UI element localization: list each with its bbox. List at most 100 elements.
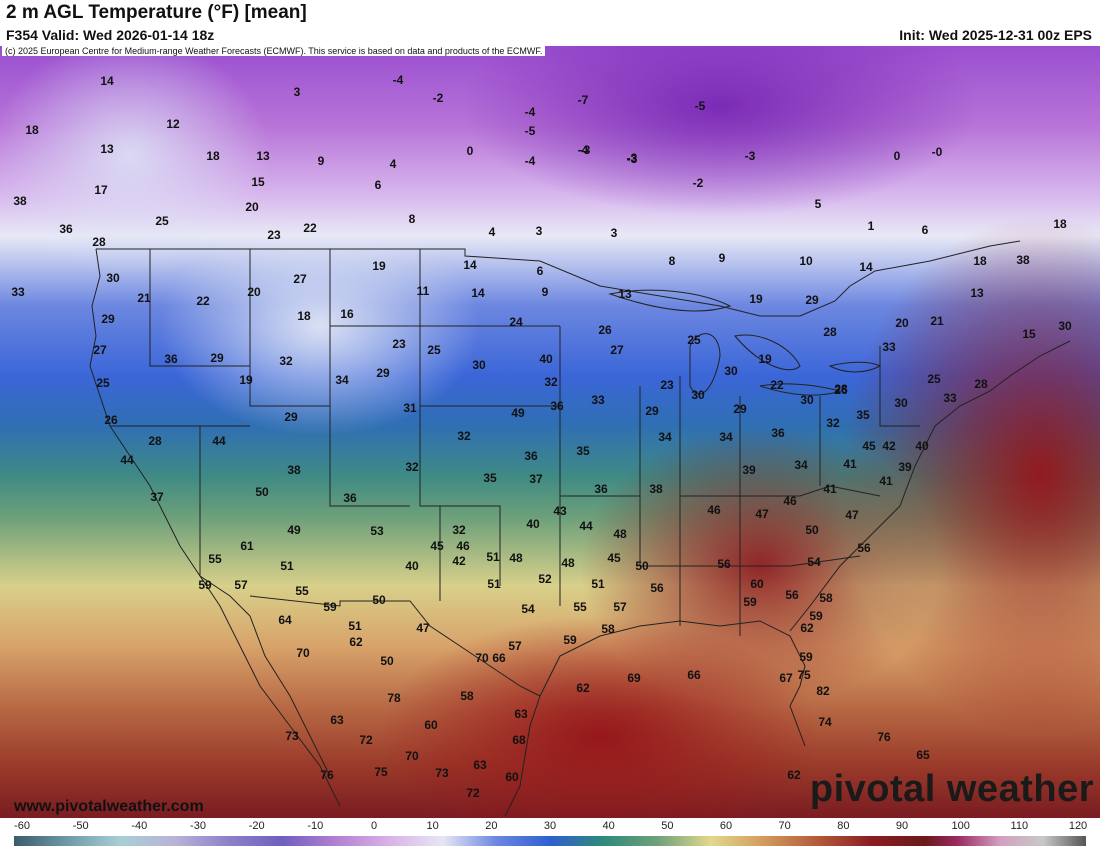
temperature-label: 59 <box>743 595 757 609</box>
temperature-label: 50 <box>372 593 386 607</box>
temperature-label: 41 <box>823 482 837 496</box>
site-url[interactable]: www.pivotalweather.com <box>14 798 204 815</box>
temperature-label: 78 <box>387 691 401 705</box>
temperature-label: 18 <box>25 123 39 137</box>
temperature-label: 0 <box>466 144 474 158</box>
scale-tick: 70 <box>778 820 791 832</box>
temperature-label: 32 <box>452 523 466 537</box>
temperature-label: 43 <box>553 504 567 518</box>
temperature-label: 18 <box>1053 217 1067 231</box>
temperature-label: 17 <box>94 183 108 197</box>
scale-tick: -60 <box>14 820 30 832</box>
temperature-label: 4 <box>389 157 397 171</box>
temperature-label: 55 <box>573 600 587 614</box>
temperature-label: 56 <box>857 541 871 555</box>
temperature-label: 42 <box>882 439 896 453</box>
temperature-label: 38 <box>287 463 301 477</box>
temperature-label: 33 <box>591 393 605 407</box>
scale-tick: 20 <box>485 820 498 832</box>
temperature-label: 52 <box>538 572 552 586</box>
temperature-label: 29 <box>645 404 659 418</box>
temperature-label: 13 <box>970 286 984 300</box>
temperature-label: 36 <box>59 222 73 236</box>
temperature-label: 20 <box>895 316 909 330</box>
temperature-label: 50 <box>805 523 819 537</box>
temperature-label: 25 <box>96 376 110 390</box>
scale-tick: -40 <box>131 820 148 832</box>
temperature-label: -3 <box>744 149 756 163</box>
temperature-label: 50 <box>635 559 649 573</box>
temperature-label: 40 <box>526 517 540 531</box>
temperature-label: 44 <box>212 434 226 448</box>
temperature-label: 4 <box>488 225 496 239</box>
temperature-label: 58 <box>819 591 833 605</box>
temperature-label: 1 <box>867 219 875 233</box>
temperature-label: 67 <box>779 671 793 685</box>
temperature-label: 51 <box>591 577 605 591</box>
temperature-label: 30 <box>472 358 486 372</box>
temperature-label: 51 <box>486 550 500 564</box>
temperature-label: -4 <box>392 73 404 87</box>
temperature-label: -2 <box>692 176 704 190</box>
temperature-label: 56 <box>785 588 799 602</box>
temperature-label: 25 <box>427 343 441 357</box>
temperature-label: 61 <box>240 539 254 553</box>
temperature-label: 22 <box>196 294 210 308</box>
temperature-label: 5 <box>814 197 822 211</box>
temperature-label: 28 <box>974 377 988 391</box>
color-scale: -60 -50 -40 -30 -20 -10 0 10 20 30 40 50 60 70 80 90 100… <box>0 818 1100 850</box>
temperature-label: 13 <box>100 142 114 156</box>
temperature-label: 64 <box>278 613 292 627</box>
temperature-label: 6 <box>536 264 544 278</box>
temperature-label: 21 <box>930 314 944 328</box>
temperature-label: 76 <box>320 768 334 782</box>
temperature-label: 36 <box>594 482 608 496</box>
temperature-label: 82 <box>816 684 830 698</box>
temperature-label: 55 <box>295 584 309 598</box>
temperature-label: 60 <box>750 577 764 591</box>
temperature-label: 6 <box>921 223 929 237</box>
temperature-label: 32 <box>826 416 840 430</box>
temperature-label: 69 <box>627 671 641 685</box>
temperature-label: 49 <box>511 406 525 420</box>
temperature-label: 29 <box>376 366 390 380</box>
temperature-label: 58 <box>601 622 615 636</box>
temperature-label: 32 <box>544 375 558 389</box>
temperature-label: 73 <box>435 766 449 780</box>
temperature-label: 60 <box>424 718 438 732</box>
temperature-label: 33 <box>11 285 25 299</box>
temperature-label: 47 <box>755 507 769 521</box>
temperature-label: 31 <box>403 401 417 415</box>
temperature-label: 74 <box>818 715 832 729</box>
temperature-label: 25 <box>155 214 169 228</box>
temperature-label: 54 <box>521 602 535 616</box>
temperature-label: 44 <box>120 453 134 467</box>
temperature-label: 59 <box>198 578 212 592</box>
temperature-label: -5 <box>694 99 706 113</box>
temperature-label: 75 <box>374 765 388 779</box>
temperature-label: 63 <box>514 707 528 721</box>
temperature-label: 47 <box>845 508 859 522</box>
map-boundaries <box>89 240 1071 817</box>
temperature-label: 57 <box>234 578 248 592</box>
temperature-label: 0 <box>893 149 901 163</box>
temperature-label: 14 <box>471 286 485 300</box>
temperature-label: 3 <box>535 224 543 238</box>
temperature-label: 16 <box>340 307 354 321</box>
temperature-label: 33 <box>882 340 896 354</box>
temperature-label: 70 <box>475 651 489 665</box>
temperature-label: -4 <box>577 143 589 157</box>
temperature-label: 39 <box>898 460 912 474</box>
copyright-notice: (c) 2025 European Centre for Medium-rang… <box>2 46 546 56</box>
temperature-label: 8 <box>668 254 676 268</box>
temperature-label: 18 <box>973 254 987 268</box>
scale-tick: 110 <box>1010 820 1029 832</box>
scale-tick: 100 <box>951 820 970 832</box>
temperature-label: 29 <box>733 402 747 416</box>
temperature-label: 59 <box>799 650 813 664</box>
temperature-label: 29 <box>101 312 115 326</box>
temperature-label: 14 <box>859 260 873 274</box>
temperature-label: 29 <box>284 410 298 424</box>
temperature-label: 50 <box>380 654 394 668</box>
temperature-label: 28 <box>834 382 848 396</box>
